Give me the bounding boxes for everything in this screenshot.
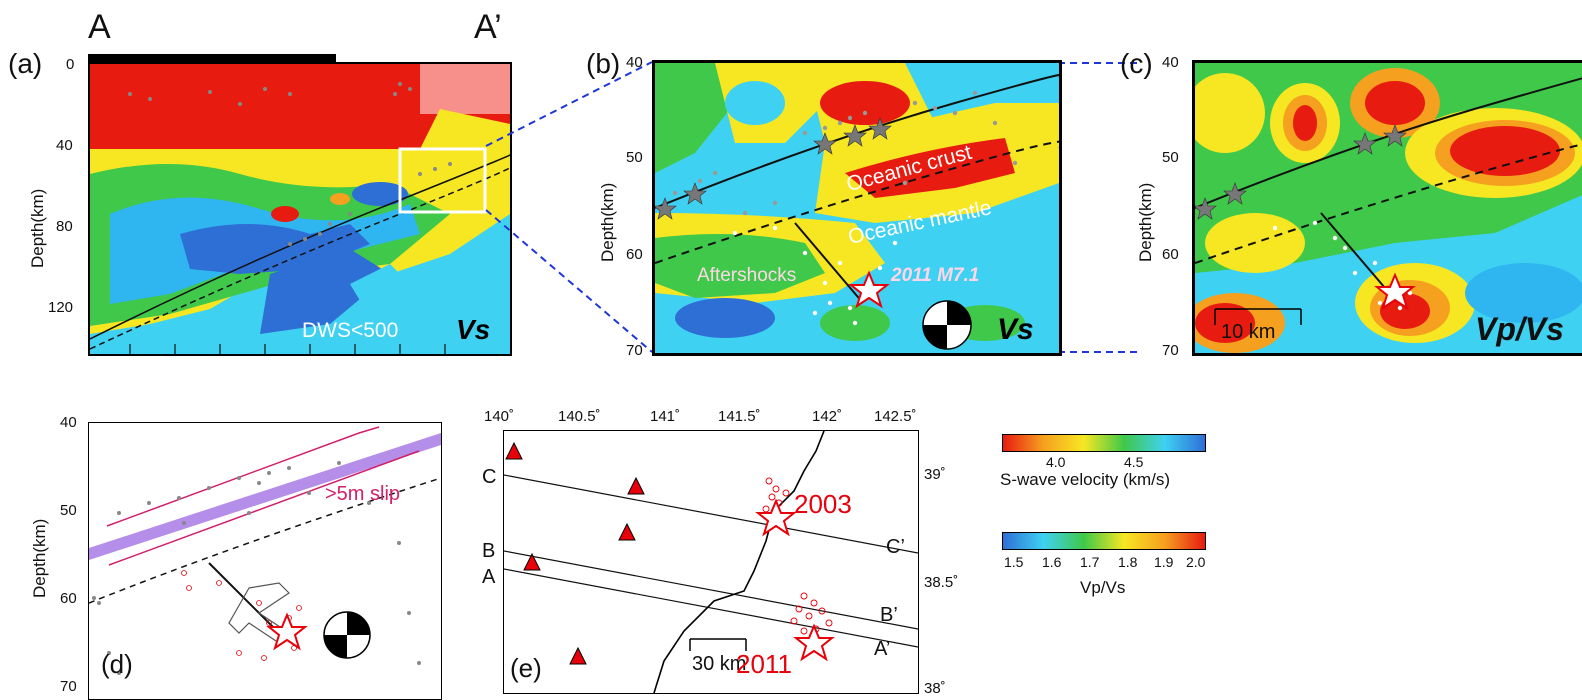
- vs-colorbar-tick: 4.0: [1046, 454, 1066, 470]
- panel-e-xtick: 140˚: [484, 408, 515, 425]
- vpvs-colorbar-tick: 1.6: [1042, 554, 1062, 570]
- panel-c-label: (c): [1120, 48, 1153, 79]
- vs-colorbar-label: S-wave velocity (km/s): [1000, 470, 1171, 489]
- panel-d-label: (d): [101, 649, 133, 679]
- vpvs-colorbar-tick: 2.0: [1186, 554, 1206, 570]
- panel-e-xtick: 141.5˚: [718, 408, 761, 425]
- panel-a-ytick: 0: [66, 56, 75, 73]
- panel-b-ytick: 40: [626, 54, 643, 71]
- panel-c-ytick: 70: [1162, 342, 1179, 359]
- panel-a-ylabel: Depth(km): [28, 188, 47, 268]
- vpvs-colorbar-label: Vp/Vs: [1080, 578, 1126, 597]
- vpvs-colorbar-tick: 1.8: [1118, 554, 1138, 570]
- panel-d-ytick: 40: [60, 414, 77, 431]
- panel-b-ytick: 70: [626, 342, 643, 359]
- panel-b-ylabel: Depth(km): [598, 182, 617, 262]
- panel-b-ytick: 60: [626, 246, 643, 263]
- panel-b-ytick: 50: [626, 149, 643, 166]
- panel-c-tag: Vp/Vs: [1475, 311, 1564, 347]
- event-2003-label: 2003: [794, 489, 852, 519]
- section-start-label: A: [88, 8, 111, 46]
- panel-c-ytick: 60: [1162, 246, 1179, 263]
- panel-e-ytick: 38˚: [924, 680, 946, 697]
- event-2011-label: 2011 M7.1: [891, 265, 980, 286]
- section-end-label: A’: [474, 8, 502, 46]
- vpvs-colorbar-tick: 1.5: [1004, 554, 1024, 570]
- panel-e-xtick: 142˚: [812, 408, 843, 425]
- panel-e-map: 30 km 2003 2011 (e): [503, 430, 919, 694]
- panel-d-plot: >5m slip (d): [88, 422, 442, 700]
- vs-colorbar: [1002, 434, 1206, 452]
- panel-c-plot: 10 km Vp/Vs: [1192, 60, 1582, 356]
- panel-e-xtick: 142.5˚: [874, 408, 917, 425]
- panel-c-ytick: 50: [1162, 149, 1179, 166]
- panel-c-ytick: 40: [1162, 54, 1179, 71]
- profile-a-end: A’: [874, 638, 891, 660]
- dws-note: DWS<500: [302, 319, 399, 342]
- profile-a-start: A: [482, 566, 496, 588]
- panel-b-tag: Vs: [997, 313, 1034, 346]
- profile-c-end: C’: [886, 536, 905, 558]
- aftershocks-label: Aftershocks: [697, 265, 797, 286]
- panel-e-label: (e): [510, 653, 542, 683]
- vs-colorbar-tick: 4.5: [1124, 454, 1144, 470]
- event-2011-map-label: 2011: [736, 649, 792, 679]
- panel-a-plot: DWS<500 Vs: [88, 62, 512, 356]
- panel-a-label: (a): [8, 48, 43, 79]
- vpvs-colorbar: [1002, 532, 1206, 550]
- panel-e-ytick: 39˚: [924, 466, 946, 483]
- panel-e-scale: 30 km: [692, 653, 747, 675]
- panel-c-scale: 10 km: [1221, 321, 1276, 343]
- panel-e-xtick: 141˚: [650, 408, 681, 425]
- panel-d-ylabel: Depth(km): [30, 518, 49, 598]
- panel-b-label: (b): [586, 48, 621, 79]
- panel-e-xtick: 140.5˚: [558, 408, 601, 425]
- vpvs-colorbar-tick: 1.9: [1154, 554, 1174, 570]
- profile-b-end: B’: [880, 604, 898, 626]
- panel-d-ytick: 60: [60, 590, 77, 607]
- profile-c-start: C: [482, 466, 497, 488]
- panel-b-plot: Oceanic crust Oceanic mantle Aftershocks…: [652, 60, 1062, 356]
- panel-a-tag: Vs: [456, 314, 491, 345]
- panel-e-ytick: 38.5˚: [924, 574, 959, 591]
- profile-b-start: B: [482, 540, 496, 562]
- vpvs-colorbar-tick: 1.7: [1080, 554, 1100, 570]
- slip-label: >5m slip: [325, 483, 401, 505]
- panel-d-ytick: 50: [60, 502, 77, 519]
- panel-a-ytick: 40: [56, 137, 73, 154]
- panel-d-ytick: 70: [60, 678, 77, 695]
- panel-a-ytick: 80: [56, 218, 73, 235]
- panel-c-ylabel: Depth(km): [1136, 182, 1155, 262]
- panel-a-ytick: 120: [48, 299, 74, 316]
